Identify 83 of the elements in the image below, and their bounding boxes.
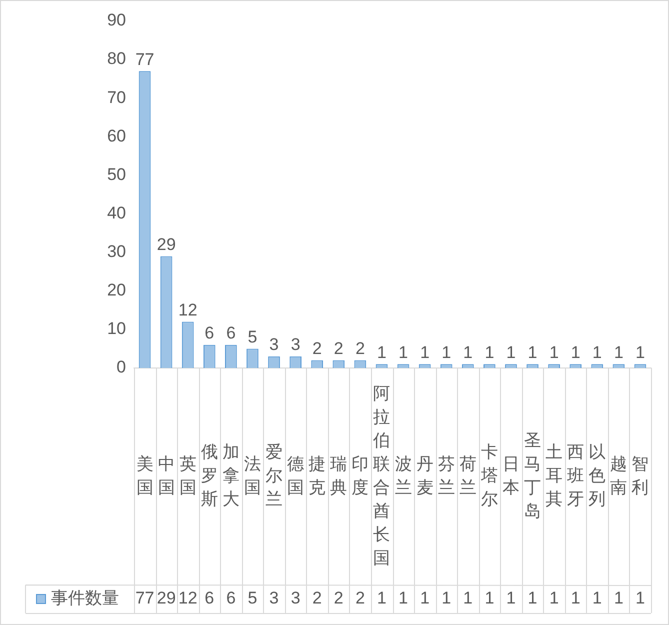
x-tick-label: 芬兰 [438, 454, 455, 497]
text: 2 [355, 588, 365, 608]
x-tick-label: 瑞典 [330, 454, 348, 497]
text: 1 [592, 588, 602, 608]
x-tick-label: 荷兰 [459, 454, 476, 497]
data-label: 1 [420, 342, 430, 362]
text: 2 [312, 588, 322, 608]
data-label: 1 [614, 342, 624, 362]
text: 2 [334, 588, 344, 608]
data-label: 1 [442, 342, 452, 362]
x-tick-label: 圣马丁岛 [524, 430, 542, 520]
data-label: 29 [156, 234, 176, 254]
x-tick-label: 智利 [632, 454, 649, 497]
data-label: 6 [204, 324, 214, 343]
y-tick-label: 40 [107, 203, 126, 222]
x-tick-label: 土耳其 [546, 442, 563, 509]
x-tick-label: 波兰 [394, 454, 412, 497]
data-label: 1 [592, 342, 602, 362]
text: 1 [528, 588, 538, 608]
data-label: 3 [290, 335, 300, 354]
x-tick-label: 中国 [158, 454, 175, 497]
data-label: 1 [528, 342, 538, 362]
data-label: 3 [269, 335, 279, 354]
y-tick-label: 30 [107, 242, 126, 262]
data-label: 1 [549, 342, 559, 362]
data-label: 1 [635, 342, 645, 362]
data-label: 12 [178, 300, 198, 320]
data-label: 77 [135, 50, 154, 69]
text: 1 [376, 588, 386, 608]
x-tick-label: 卡塔尔 [480, 442, 498, 509]
y-tick-label: 70 [107, 88, 126, 107]
data-label: 1 [506, 342, 516, 362]
x-tick-label: 爱尔兰 [266, 442, 283, 509]
data-label: 1 [398, 342, 408, 362]
x-tick-label: 印度 [352, 454, 369, 497]
y-tick-label: 50 [107, 164, 126, 184]
x-tick-label: 以色列 [588, 442, 606, 509]
text: 29 [156, 588, 176, 608]
y-tick-label: 80 [107, 49, 126, 68]
x-tick-label: 日本 [502, 454, 520, 497]
text: 1 [549, 588, 559, 608]
text: 1 [635, 588, 645, 608]
y-tick-label: 10 [107, 319, 126, 338]
legend-label: 事件数量 [51, 588, 119, 608]
data-label: 2 [312, 338, 322, 358]
x-tick-label: 西班牙 [567, 442, 584, 509]
text: 6 [204, 588, 214, 608]
text: 6 [226, 588, 236, 608]
x-tick-label: 法国 [244, 454, 261, 497]
data-label: 6 [226, 324, 236, 343]
x-tick-label: 加拿大 [222, 442, 240, 509]
text: 3 [269, 588, 279, 608]
data-label: 1 [484, 342, 494, 362]
x-tick-label: 德国 [287, 454, 304, 497]
text: 1 [570, 588, 580, 608]
text: 12 [178, 588, 198, 608]
data-label: 1 [570, 342, 580, 362]
text: 77 [135, 588, 154, 608]
data-label: 2 [355, 338, 365, 358]
x-tick-label: 英国 [179, 454, 196, 497]
y-tick-label: 20 [107, 280, 126, 300]
text: 1 [398, 588, 408, 608]
data-label: 1 [463, 342, 473, 362]
x-tick-label: 阿拉伯联合酋长国 [372, 384, 390, 568]
text: 5 [248, 588, 258, 608]
x-tick-label: 丹麦 [416, 454, 434, 497]
text: 1 [420, 588, 430, 608]
text: 1 [442, 588, 452, 608]
x-tick-label: 捷克 [308, 454, 326, 497]
data-label: 1 [376, 342, 386, 362]
y-tick-label: 0 [116, 358, 126, 377]
y-tick-label: 60 [107, 126, 126, 146]
x-tick-label: 越南 [610, 454, 628, 497]
x-tick-label: 美国 [136, 454, 154, 497]
text: 1 [463, 588, 473, 608]
data-label: 5 [248, 327, 258, 346]
text: 1 [614, 588, 624, 608]
text: 3 [290, 588, 300, 608]
x-tick-label: 俄罗斯 [200, 442, 218, 509]
data-label: 2 [334, 338, 344, 358]
y-tick-label: 90 [107, 10, 126, 30]
text: 1 [484, 588, 494, 608]
text: 1 [506, 588, 516, 608]
